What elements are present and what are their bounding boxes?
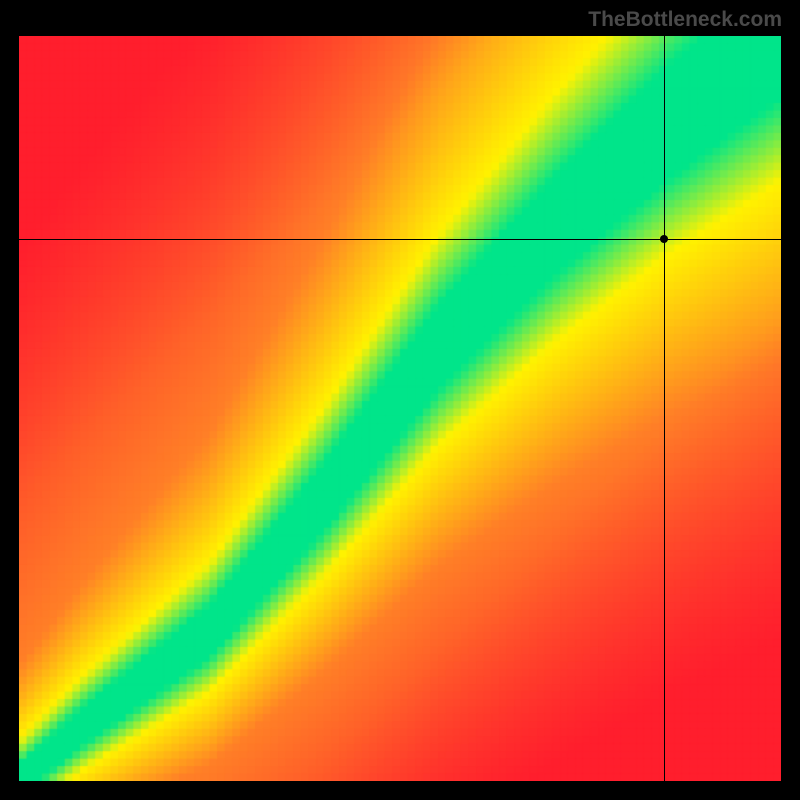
heatmap-plot [19,36,781,781]
crosshair-point [660,235,668,243]
crosshair-vertical [664,36,665,781]
chart-container: TheBottleneck.com [0,0,800,800]
heatmap-canvas [19,36,781,781]
watermark-text: TheBottleneck.com [588,8,782,32]
